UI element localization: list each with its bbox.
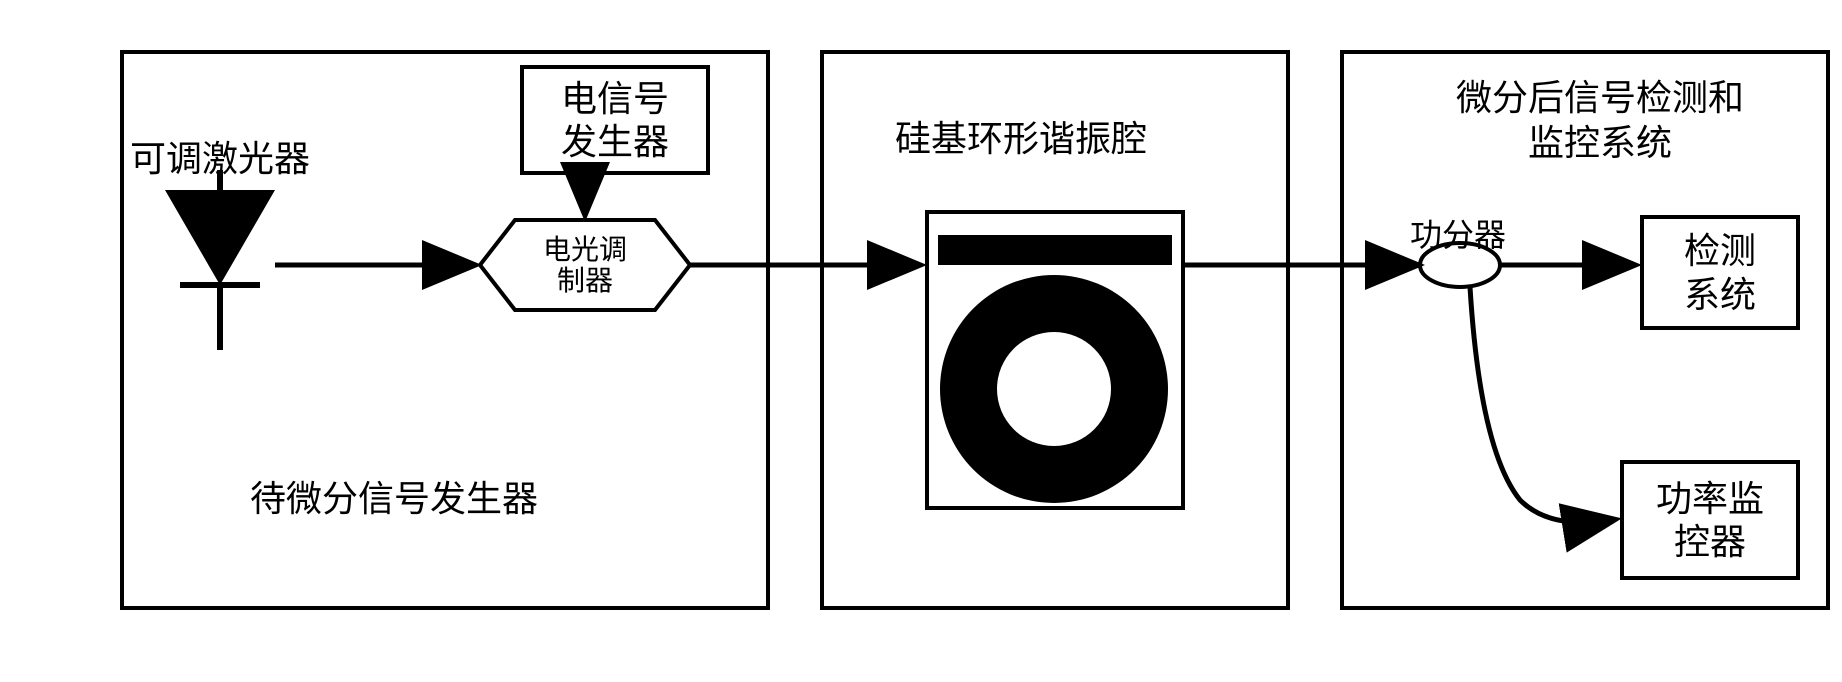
modulator-label: 电光调 制器: [520, 235, 650, 297]
splitter-label: 功分器: [1410, 210, 1506, 256]
ring-resonator-label: 硅基环形谐振腔: [895, 110, 1147, 162]
signal-generator-label: 待微分信号发生器: [250, 470, 538, 522]
detection-system-box: 检测 系统: [1640, 215, 1800, 330]
detection-system-title: 微分后信号检测和 监控系统: [1400, 75, 1800, 165]
tunable-laser-label: 可调激光器: [130, 130, 310, 182]
power-monitor-box: 功率监 控器: [1620, 460, 1800, 580]
ring-icon: [940, 275, 1168, 503]
waveguide-bar: [938, 235, 1172, 265]
signal-generator-box: 电信号 发生器: [520, 65, 710, 175]
diagram-canvas: 可调激光器 电信号 发生器 电光调 制器 待微分信号发生器 硅基环形谐振腔 微分…: [20, 20, 1842, 662]
